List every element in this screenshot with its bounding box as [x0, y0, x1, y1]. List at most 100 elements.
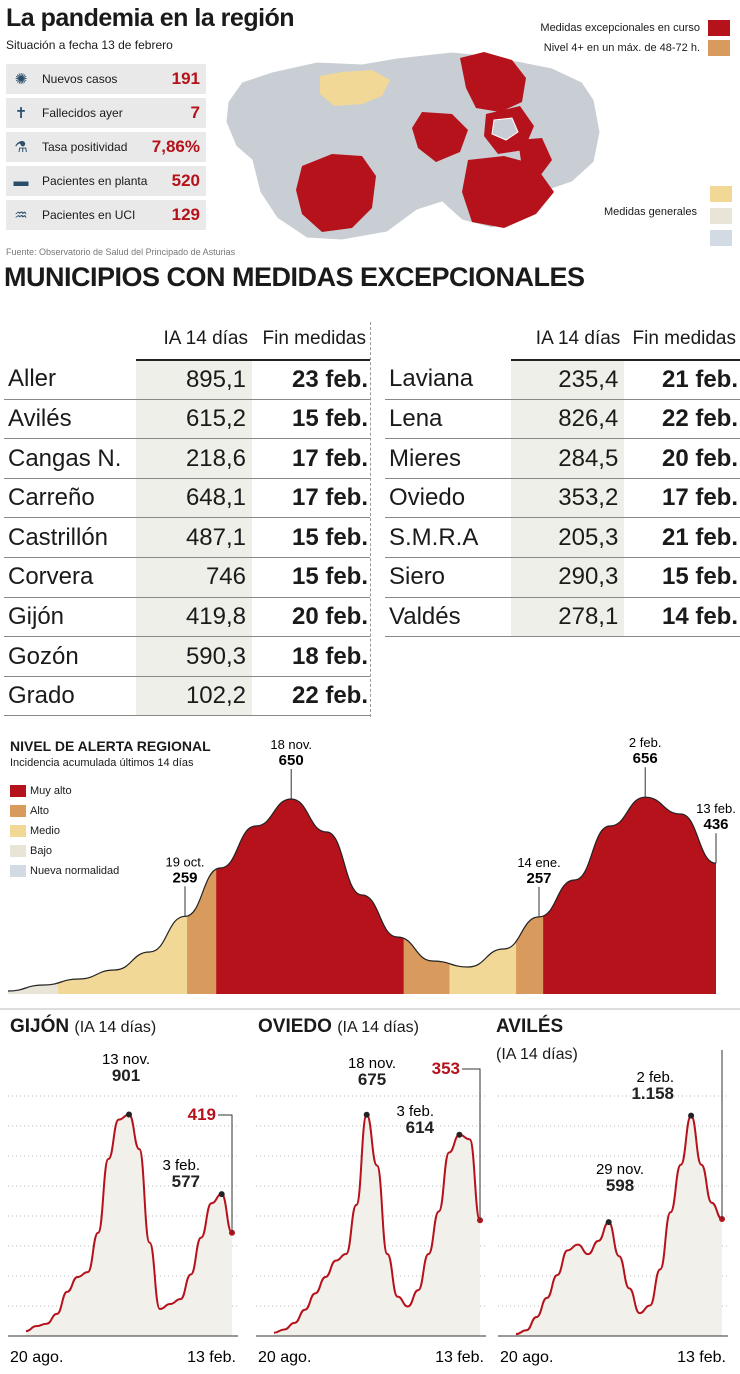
legend-label: Medio	[30, 825, 60, 837]
legend-swatch-red	[708, 20, 730, 37]
fin-cell: 15 feb.	[252, 557, 370, 598]
municipio-cell: Grado	[4, 676, 136, 717]
gijon-title-text: GIJÓN	[10, 1016, 70, 1037]
municipio-cell: Laviana	[385, 359, 512, 400]
annotation-dot	[126, 1111, 132, 1118]
fin-cell: 17 feb.	[624, 478, 740, 519]
area-fill	[274, 1114, 480, 1336]
gijon-subtitle: (IA 14 días)	[74, 1019, 157, 1036]
section-divider	[0, 1008, 740, 1010]
fin-cell: 20 feb.	[252, 597, 370, 638]
alert-legend-item: Bajo	[10, 841, 119, 861]
stat-value: 129	[171, 205, 200, 224]
map-legend-bottom: Medidas generales	[604, 186, 732, 252]
table-row: Siero 290,3 15 feb.	[385, 557, 740, 598]
page-title: La pandemia en la región	[6, 4, 295, 32]
fin-cell: 22 feb.	[624, 399, 740, 440]
legend-swatch	[10, 845, 26, 857]
ia-cell: 648,1	[136, 478, 252, 519]
fin-cell: 17 feb.	[252, 438, 370, 479]
annotation-date: 13 feb.	[696, 801, 736, 816]
map-region-red-north	[460, 52, 526, 112]
source-note: Fuente: Observatorio de Salud del Princi…	[6, 247, 236, 257]
asturias-map	[225, 51, 601, 241]
legend-label-nivel4: Nivel 4+ en un máx. de 48-72 h.	[543, 42, 700, 54]
fin-cell: 20 feb.	[624, 438, 740, 479]
oviedo-title: OVIEDO (IA 14 días)	[258, 1016, 419, 1038]
stats-panel: ✺ Nuevos casos 191 ✝ Fallecidos ayer 7 ⚗…	[6, 64, 206, 234]
municipio-cell: Siero	[385, 557, 512, 598]
x-tick-start: 20 ago.	[500, 1349, 553, 1366]
legend-label-generales: Medidas generales	[604, 206, 697, 218]
alert-line	[7, 796, 717, 992]
map-region-red-southeast	[462, 156, 554, 228]
table-row: Castrillón 487,1 15 feb.	[4, 517, 370, 559]
ia-cell: 746	[136, 557, 252, 598]
ia-cell: 284,5	[511, 438, 625, 479]
stat-positivity: ⚗ Tasa positividad 7,86%	[6, 132, 206, 162]
ia-cell: 278,1	[511, 597, 625, 638]
annotation-value: 257	[526, 870, 551, 887]
annotation-value: 353	[432, 1059, 460, 1078]
municipio-cell: Lena	[385, 399, 512, 440]
fin-cell: 17 feb.	[252, 478, 370, 519]
fin-cell: 15 feb.	[624, 557, 740, 598]
stat-label: Pacientes en planta	[42, 174, 148, 188]
municipio-cell: Castrillón	[4, 517, 136, 559]
table-title: MUNICIPIOS CON MEDIDAS EXCEPCIONALES	[4, 262, 585, 292]
alert-area-bands	[8, 797, 716, 994]
table-right: IA 14 días Fin medidas Laviana 235,4 21 fe…	[385, 320, 740, 638]
map-region-red-east	[518, 138, 552, 176]
legend-label: Nueva normalidad	[30, 865, 120, 877]
ia-cell: 205,3	[511, 517, 625, 559]
table-row: Gijón 419,8 20 feb.	[4, 597, 370, 638]
icu-bed-icon: ♒	[14, 207, 28, 224]
alert-legend-item: Muy alto	[10, 781, 119, 801]
fin-cell: 15 feb.	[252, 399, 370, 440]
annotation-dot	[363, 1111, 370, 1118]
table-header-row: IA 14 días Fin medidas	[385, 320, 740, 361]
annotation-date: 18 nov.	[348, 1055, 396, 1072]
legend-swatch	[10, 805, 26, 817]
annotation-value: 598	[606, 1176, 634, 1195]
annotation-date: 13 nov.	[102, 1051, 150, 1068]
gijon-title: GIJÓN (IA 14 días)	[10, 1016, 156, 1038]
table-row: Aller 895,1 23 feb.	[4, 359, 370, 400]
annotation-date: 14 ene.	[517, 855, 560, 870]
alert-band	[403, 797, 450, 994]
x-tick-start: 20 ago.	[10, 1349, 63, 1366]
stat-label: Nuevos casos	[42, 72, 118, 86]
ia-cell: 218,6	[136, 438, 252, 479]
annotation-value: 259	[172, 869, 197, 886]
fin-cell: 15 feb.	[252, 517, 370, 559]
table-row: Avilés 615,2 15 feb.	[4, 399, 370, 440]
legend-swatch	[10, 785, 26, 797]
annotation-dot	[719, 1215, 725, 1222]
annotation-date: 3 feb.	[396, 1103, 434, 1120]
annotation-date: 3 feb.	[162, 1157, 200, 1174]
table-left: IA 14 días Fin medidas Aller 895,1 23 feb.…	[4, 320, 370, 717]
ia-cell: 235,4	[511, 359, 625, 400]
annotation-value: 577	[172, 1172, 200, 1191]
legend-swatch-orange	[708, 40, 730, 57]
col-fin: Fin medidas	[252, 320, 370, 361]
municipio-cell: Gijón	[4, 597, 136, 638]
municipio-cell: Aller	[4, 359, 136, 400]
annotation-date: 19 oct.	[165, 854, 204, 869]
series-line	[273, 1113, 481, 1334]
alert-chart-subtitle: Incidencia acumulada últimos 14 días	[10, 757, 194, 769]
ia-cell: 290,3	[511, 557, 625, 598]
annotation-date: 2 feb.	[629, 735, 662, 750]
table-row: Lena 826,4 22 feb.	[385, 399, 740, 440]
alert-legend: Muy alto Alto Medio Bajo Nueva normalida…	[10, 781, 119, 881]
map-region-oviedo	[491, 117, 519, 141]
fin-cell: 21 feb.	[624, 359, 740, 400]
alert-area-chart: 19 oct.259 18 nov.650 14 ene.257 2 feb.656 1…	[7, 735, 736, 994]
legend-label-excepcionales: Medidas excepcionales en curso	[540, 22, 700, 34]
annotation-date: 2 feb.	[636, 1069, 674, 1086]
legend-swatch-lightblue	[710, 230, 732, 246]
stat-label: Fallecidos ayer	[42, 106, 123, 120]
map-legend-top: Medidas excepcionales en curso Nivel 4+ …	[540, 18, 730, 58]
alert-legend-item: Alto	[10, 801, 119, 821]
aviles-title-text: AVILÉS	[496, 1016, 564, 1037]
